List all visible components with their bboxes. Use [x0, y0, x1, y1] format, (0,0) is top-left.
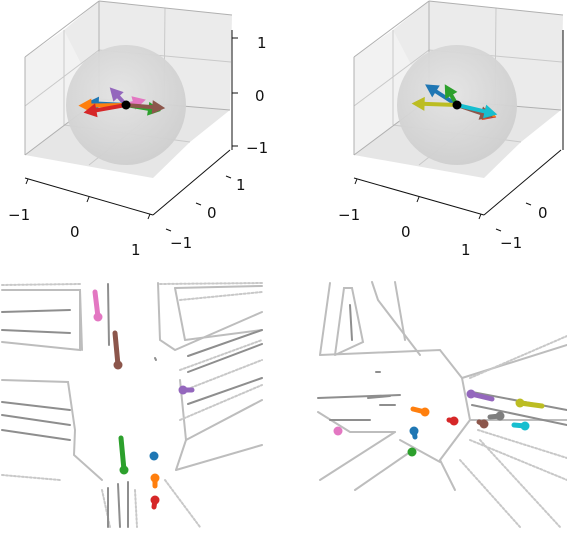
agent-point [93, 312, 103, 322]
x-tick-label: 0 [70, 223, 80, 241]
agent-point [150, 473, 160, 483]
vector-plot-left: −1 0 1 1 0 −1 1 0 −1 [8, 0, 268, 259]
x-tick-label: 0 [401, 223, 411, 241]
agent-point [407, 447, 417, 457]
road-lines [317, 281, 567, 528]
y-tick-label: 1 [236, 176, 246, 194]
vector-plot-right: −1 0 1 0 −1 [338, 0, 564, 259]
agent-point [515, 398, 525, 408]
x-ticks: −1 0 1 [338, 178, 482, 259]
origin-point [121, 100, 131, 110]
vector-arrow-head [425, 84, 440, 98]
vector-layer [411, 84, 498, 121]
agent-point [409, 426, 419, 436]
vector-arrow-head [83, 103, 98, 118]
y-tick-label: 0 [538, 204, 548, 222]
agent-trajectory [118, 435, 127, 473]
y-ticks: 1 0 −1 [165, 175, 246, 252]
x-tick-label: −1 [338, 206, 360, 224]
y-tick-label: 0 [207, 204, 217, 222]
agent-layer [92, 289, 195, 510]
agent-point [178, 385, 188, 395]
agent-point [466, 389, 476, 399]
x-tick-label: −1 [8, 206, 30, 224]
agent-point [113, 360, 123, 370]
z-tick-label: 1 [257, 34, 267, 52]
vector-arrow-head [444, 84, 458, 99]
vector-arrow-shaft [94, 103, 128, 113]
road-lines [1, 282, 263, 528]
vector-arrow-head [411, 96, 425, 111]
vector-arrow-shaft [455, 103, 487, 114]
vector-arrow-head [109, 87, 124, 102]
agent-point [420, 407, 430, 417]
agent-point [119, 465, 129, 475]
agent-point [149, 451, 159, 461]
x-tick-label: 1 [461, 241, 471, 259]
agent-point [449, 416, 459, 426]
vector-arrow-head [151, 100, 166, 115]
x-ticks: −1 0 1 [8, 178, 151, 259]
agent-point [150, 495, 160, 505]
agent-point [520, 421, 530, 431]
agent-point [479, 419, 489, 429]
agent-point [495, 411, 505, 421]
map-panel-left [1, 282, 263, 528]
origin-point [452, 100, 462, 110]
z-tick-label: 0 [255, 87, 265, 105]
vector-arrow-head [483, 104, 498, 119]
agent-layer [333, 389, 545, 457]
agent-trajectory [112, 330, 121, 368]
agent-point [333, 426, 343, 436]
vector-layer [78, 87, 166, 118]
map-panel-right [317, 281, 567, 528]
vector-arrow-shaft [422, 101, 459, 107]
z-ticks: 1 0 −1 [232, 34, 268, 157]
y-ticks: 0 −1 [495, 202, 548, 252]
y-tick-label: −1 [170, 234, 192, 252]
x-tick-label: 1 [131, 241, 141, 259]
y-tick-label: −1 [500, 234, 522, 252]
z-tick-label: −1 [246, 139, 268, 157]
